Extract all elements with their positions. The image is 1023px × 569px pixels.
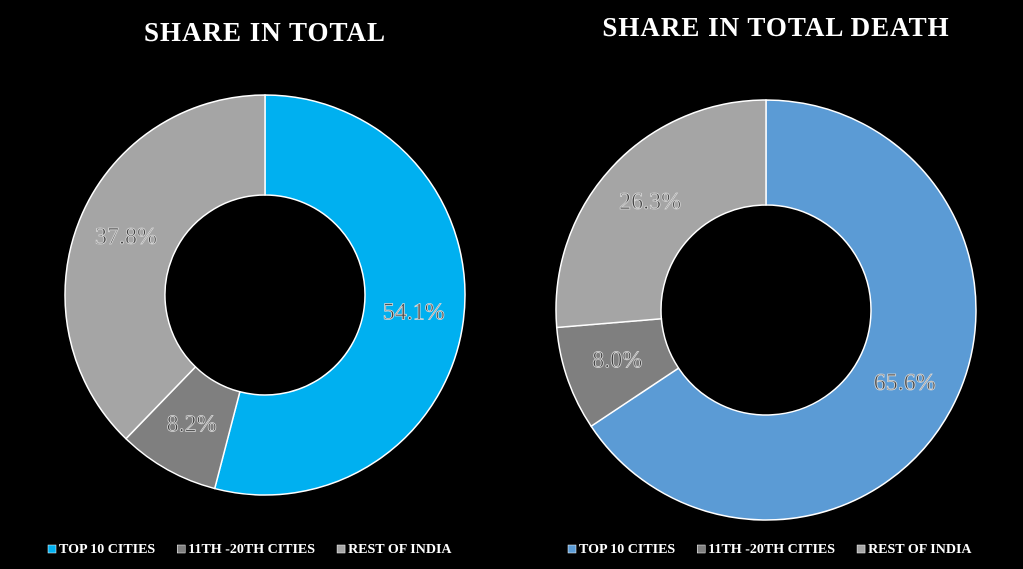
- donut-segment: [213, 94, 466, 496]
- legend-label: TOP 10 CITIES: [579, 542, 675, 557]
- legend-label: 11TH -20TH CITIES: [188, 542, 315, 557]
- legend-swatch: [336, 544, 346, 554]
- legend-label: REST OF INDIA: [348, 542, 452, 557]
- legend-swatch: [567, 544, 577, 554]
- data-label: 26.3%: [619, 189, 681, 215]
- legend-swatch: [696, 544, 706, 554]
- donut-segment: [64, 94, 266, 440]
- data-label: 54.1%: [383, 300, 445, 326]
- data-label: 65.6%: [874, 370, 936, 396]
- legend-swatch: [47, 544, 57, 554]
- data-label: 8.2%: [167, 411, 217, 437]
- donut-segment: [590, 99, 977, 521]
- legend-swatch: [856, 544, 866, 554]
- chart-title: SHARE IN TOTAL: [144, 17, 386, 47]
- legend-label: TOP 10 CITIES: [59, 542, 155, 557]
- donut-segment: [555, 99, 767, 329]
- data-label: 8.0%: [592, 347, 642, 373]
- legend-label: REST OF INDIA: [868, 542, 972, 557]
- data-label: 37.8%: [95, 224, 157, 250]
- legend-swatch: [176, 544, 186, 554]
- legend-label: 11TH -20TH CITIES: [708, 542, 835, 557]
- chart-title: SHARE IN TOTAL DEATH: [602, 12, 949, 42]
